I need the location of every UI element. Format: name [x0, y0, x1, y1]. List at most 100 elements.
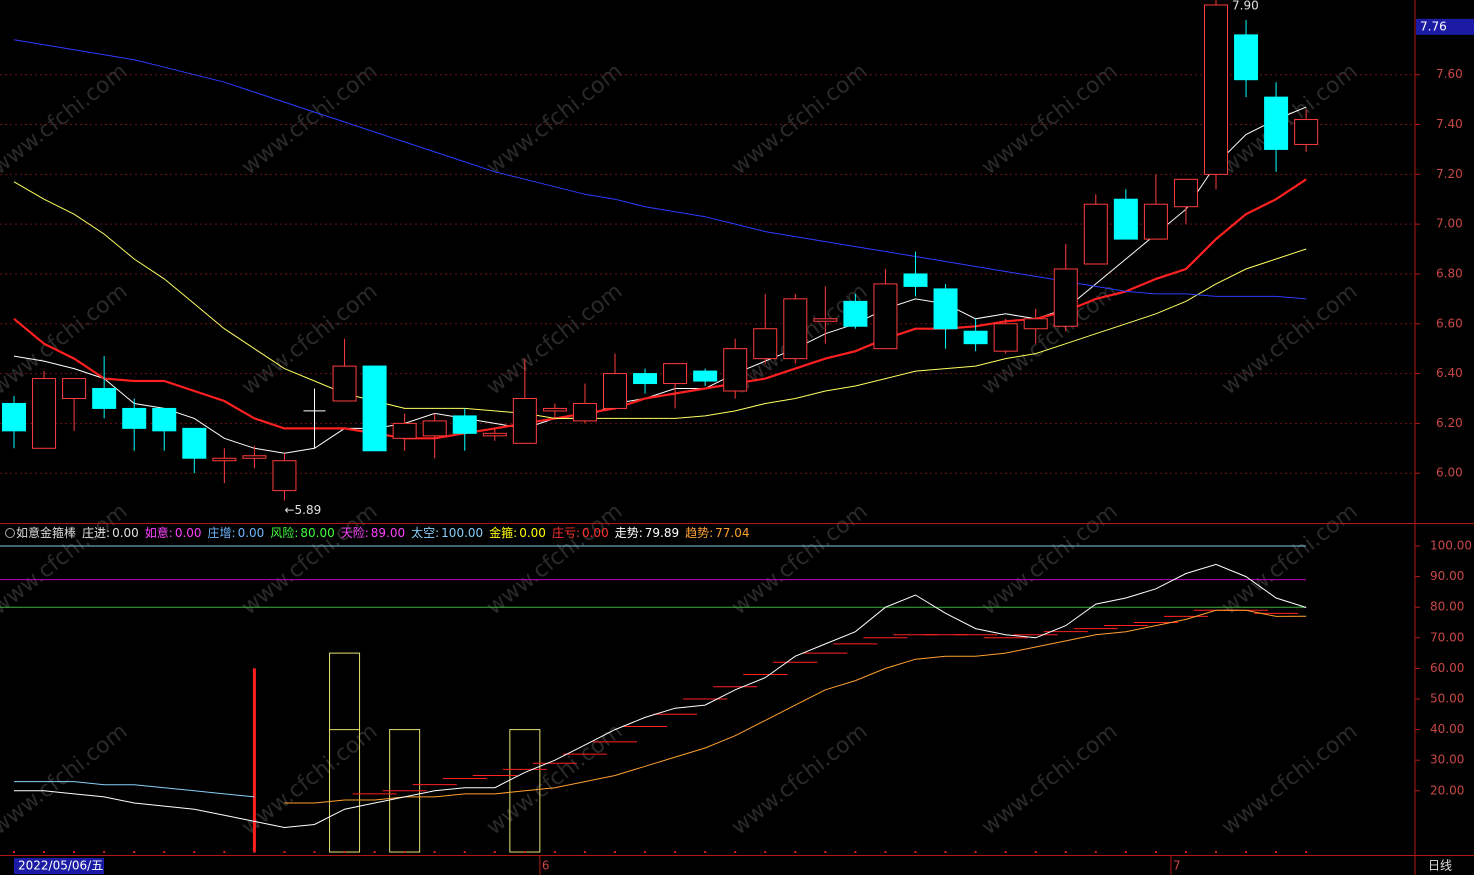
indicator-item-value: 0.00 [581, 526, 609, 540]
candle-body [362, 365, 387, 452]
bottom-dot [493, 851, 496, 853]
candle-body [753, 328, 778, 360]
date-box [14, 858, 104, 874]
bottom-dot [674, 851, 677, 853]
y-tick-label: 7.20 [1436, 167, 1463, 181]
bottom-dot [463, 851, 466, 853]
candle-body [482, 432, 507, 437]
bottom-dot [13, 851, 15, 853]
bottom-dot [734, 851, 737, 853]
candle-body [152, 407, 177, 432]
y-tick-label: 7.40 [1436, 117, 1463, 131]
bottom-dot [1154, 851, 1157, 853]
indicator-item-name: 天险: [340, 526, 369, 540]
candle-body [122, 407, 147, 429]
candle-body [182, 427, 207, 459]
watermark: www.cfchi.com [482, 499, 627, 620]
watermark: www.cfchi.com [0, 59, 132, 180]
watermark: www.cfchi.com [727, 499, 872, 620]
bottom-dot [553, 851, 556, 853]
indicator-icon [5, 528, 15, 538]
y-tick-label: 20.00 [1430, 783, 1464, 797]
candle-body [1023, 318, 1048, 330]
x-tick-label: 7 [1173, 859, 1181, 873]
period-label: 日线 [1428, 859, 1452, 873]
candle-body [272, 460, 297, 492]
bottom-dot [1064, 851, 1067, 853]
watermark: www.cfchi.com [237, 59, 382, 180]
candle-body [723, 348, 748, 392]
y-tick-label: 90.00 [1430, 569, 1464, 583]
indicator-item-value: 80.00 [300, 526, 335, 540]
price-annotation: ←5.89 [284, 503, 321, 517]
watermark: www.cfchi.com [727, 59, 872, 180]
candle-body [933, 288, 958, 330]
candle-body [1234, 34, 1259, 81]
watermark: www.cfchi.com [482, 59, 627, 180]
watermark: www.cfchi.com [1217, 719, 1362, 840]
y-tick-label: 6.20 [1436, 416, 1463, 430]
bottom-dot [944, 851, 947, 853]
candle-body [1173, 178, 1198, 208]
indicator-item-name: 庄增: [207, 526, 236, 540]
candle-body [452, 415, 477, 434]
candle-body [2, 402, 26, 432]
candle-body [1204, 4, 1228, 175]
indicator-item-value: 0.00 [112, 526, 139, 540]
indicator-item-value: 100.00 [441, 526, 484, 540]
bottom-dot [824, 851, 827, 853]
indicator-line [284, 609, 1307, 804]
bottom-dot [1124, 851, 1127, 853]
indicator-item-name: 金箍: [489, 526, 518, 540]
y-tick-label: 30.00 [1430, 753, 1464, 767]
x-tick-label: 6 [542, 859, 550, 873]
candle-body [62, 378, 87, 399]
candle-body [512, 397, 537, 444]
bottom-dot [614, 851, 616, 853]
bottom-dot [103, 851, 106, 853]
bottom-dot [523, 851, 526, 853]
bottom-dot [223, 851, 226, 853]
bottom-dot [1034, 851, 1037, 853]
indicator-item-value: 0.00 [237, 526, 265, 540]
bottom-dot [914, 851, 917, 853]
indicator-item-name: 趋势: [685, 526, 714, 540]
x-tick-label: 2022/05/06/五 [18, 859, 103, 873]
indicator-item-name: 走势: [614, 526, 643, 540]
y-tick-label: 50.00 [1430, 692, 1464, 706]
bottom-dot [193, 851, 196, 853]
candle-body [813, 318, 838, 322]
bottom-dot [163, 851, 166, 853]
bottom-dot [854, 851, 857, 853]
bottom-dot [1245, 851, 1248, 853]
candle-body [1264, 96, 1289, 150]
watermark: www.cfchi.com [237, 499, 382, 620]
bottom-dot [644, 851, 647, 853]
bottom-dot [583, 851, 586, 853]
candle-body [843, 300, 868, 327]
candle-body [903, 273, 928, 287]
indicator-item-name: 如意: [144, 526, 173, 540]
bottom-dot [1275, 851, 1278, 853]
y-tick-label: 7.00 [1436, 217, 1463, 231]
candle-body [1143, 203, 1168, 240]
watermark: www.cfchi.com [977, 719, 1122, 840]
moving-average-line [13, 178, 1307, 440]
y-tick-label: 6.00 [1436, 466, 1463, 480]
bottom-dot [403, 851, 406, 853]
bottom-dot [433, 851, 436, 853]
bottom-dot [133, 851, 136, 853]
indicator-item-name: 庄进: [82, 526, 111, 540]
candle-body [212, 457, 237, 462]
indicator-header: 如意金箍棒 庄进: 0.00 如意: 0.00 庄增: 0.00 风险: 80.00 天险: 89.… [4, 525, 756, 541]
bottom-dot [974, 851, 977, 853]
watermark: www.cfchi.com [977, 499, 1122, 620]
candle-body [693, 370, 718, 382]
candle-body [242, 455, 267, 459]
indicator-item-value: 0.00 [174, 526, 202, 540]
y-tick-label: 60.00 [1430, 661, 1464, 675]
bottom-dot [1305, 851, 1308, 853]
indicator-item-value: 0.00 [519, 526, 546, 540]
indicator-item-name: 风险: [270, 526, 299, 540]
